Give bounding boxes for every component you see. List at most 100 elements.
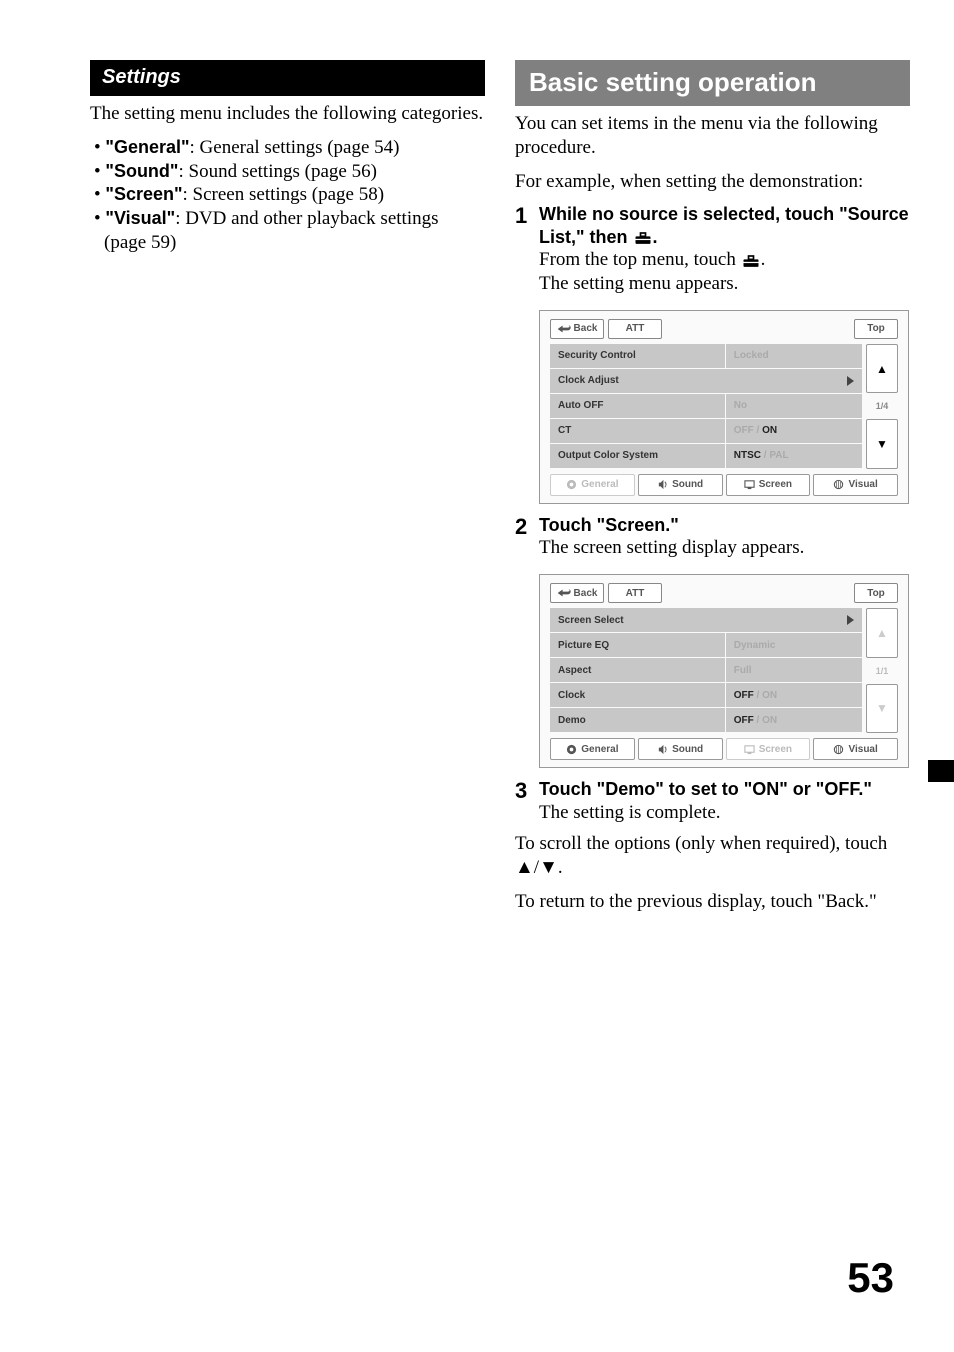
tab-screen[interactable]: Screen — [726, 738, 811, 760]
paragraph: You can set items in the menu via the fo… — [515, 112, 910, 160]
row-label: Demo — [550, 708, 725, 732]
tab-label: Screen — [759, 744, 792, 755]
value-on: ON — [762, 715, 777, 726]
value-on: ON — [762, 690, 777, 701]
step-3: 3 Touch "Demo" to set to "ON" or "OFF." … — [515, 778, 910, 824]
row-label: CT — [550, 419, 725, 443]
visual-icon — [833, 744, 844, 755]
bullet-rest: : Screen settings (page 58) — [183, 184, 385, 205]
tab-visual[interactable]: Visual — [813, 474, 898, 496]
row-value: Locked — [726, 344, 862, 368]
step-text: From the top menu, touch . — [539, 248, 910, 272]
screen-icon — [744, 744, 755, 755]
row-value: Dynamic — [726, 633, 862, 657]
row-label-text: Clock Adjust — [558, 375, 619, 386]
row-label: Picture EQ — [550, 633, 725, 657]
chevron-right-icon — [847, 615, 854, 625]
menu-row-picture-eq[interactable]: Picture EQ Dynamic — [550, 633, 862, 657]
row-value: NTSC / PAL — [726, 444, 862, 468]
arrows-text: ▲/▼ — [515, 857, 558, 878]
settings-header: Settings — [90, 60, 485, 96]
row-label: Auto OFF — [550, 394, 725, 418]
bullet-rest: : Sound settings (page 56) — [178, 161, 376, 182]
chevron-right-icon — [847, 376, 854, 386]
tab-label: General — [581, 479, 618, 490]
page-indicator: 1/1 — [866, 659, 898, 683]
att-button[interactable]: ATT — [608, 319, 662, 339]
bullet-label: "General" — [105, 137, 189, 157]
outro-paragraph: To return to the previous display, touch… — [515, 890, 910, 914]
row-value: Full — [726, 658, 862, 682]
step-number: 2 — [515, 514, 539, 540]
top-button[interactable]: Top — [854, 319, 898, 339]
settings-intro: The setting menu includes the following … — [90, 102, 485, 126]
top-button[interactable]: Top — [854, 583, 898, 603]
visual-icon — [833, 479, 844, 490]
tab-screen[interactable]: Screen — [726, 474, 811, 496]
tab-general[interactable]: General — [550, 474, 635, 496]
scroll-up-button[interactable]: ▲ — [866, 344, 898, 394]
back-button[interactable]: Back — [550, 583, 604, 603]
tab-general[interactable]: General — [550, 738, 635, 760]
toolbox-icon — [741, 254, 761, 268]
menu-row-auto-off[interactable]: Auto OFF No — [550, 394, 862, 418]
back-button[interactable]: Back — [550, 319, 604, 339]
menu-row-clock[interactable]: Clock OFF / ON — [550, 683, 862, 707]
paragraph: For example, when setting the demonstrat… — [515, 170, 910, 194]
row-label: Clock Adjust — [550, 369, 862, 393]
value-off: OFF — [734, 690, 754, 701]
step-line: From the top menu, touch — [539, 249, 741, 270]
scroll-down-button[interactable]: ▼ — [866, 419, 898, 469]
menu-row-demo[interactable]: Demo OFF / ON — [550, 708, 862, 732]
step-2: 2 Touch "Screen." The screen setting dis… — [515, 514, 910, 560]
value-b: PAL — [769, 450, 788, 461]
tab-label: Screen — [759, 479, 792, 490]
tab-label: Visual — [848, 744, 877, 755]
value-off: OFF — [734, 425, 754, 436]
menu-row-screen-select[interactable]: Screen Select — [550, 608, 862, 632]
step-text: The setting menu appears. — [539, 272, 910, 296]
gear-icon — [566, 744, 577, 755]
scroll-down-button[interactable]: ▼ — [866, 684, 898, 734]
sound-icon — [657, 479, 668, 490]
bullet-label: "Visual" — [105, 208, 175, 228]
outro-text: . — [558, 857, 563, 878]
menu-row-security[interactable]: Security Control Locked — [550, 344, 862, 368]
list-item: "General": General settings (page 54) — [90, 136, 485, 160]
row-value: OFF / ON — [726, 683, 862, 707]
list-item: "Screen": Screen settings (page 58) — [90, 183, 485, 207]
step-title-text: . — [653, 227, 658, 247]
tab-sound[interactable]: Sound — [638, 474, 723, 496]
bullet-label: "Screen" — [105, 184, 182, 204]
step-title: Touch "Screen." — [539, 514, 910, 537]
step-title: While no source is selected, touch "Sour… — [539, 203, 910, 248]
back-arrow-icon — [557, 588, 571, 598]
page-number: 53 — [847, 1254, 894, 1302]
step-text: The setting is complete. — [539, 801, 910, 825]
tab-label: Sound — [672, 744, 703, 755]
menu-row-ct[interactable]: CT OFF / ON — [550, 419, 862, 443]
screen-icon — [744, 479, 755, 490]
tab-sound[interactable]: Sound — [638, 738, 723, 760]
bullet-label: "Sound" — [105, 161, 178, 181]
menu-row-output-color[interactable]: Output Color System NTSC / PAL — [550, 444, 862, 468]
menu-row-clock-adjust[interactable]: Clock Adjust — [550, 369, 862, 393]
tab-label: Visual — [848, 479, 877, 490]
list-item: "Sound": Sound settings (page 56) — [90, 160, 485, 184]
value-off: OFF — [734, 715, 754, 726]
tab-label: Sound — [672, 479, 703, 490]
operation-header: Basic setting operation — [515, 60, 910, 106]
settings-panel-general: Back ATT Top Security Control Locked Clo… — [539, 310, 909, 504]
scroll-up-button[interactable]: ▲ — [866, 608, 898, 658]
step-text: The screen setting display appears. — [539, 536, 910, 560]
step-line: . — [761, 249, 766, 270]
att-button[interactable]: ATT — [608, 583, 662, 603]
row-label: Output Color System — [550, 444, 725, 468]
row-value: OFF / ON — [726, 419, 862, 443]
tab-visual[interactable]: Visual — [813, 738, 898, 760]
menu-row-aspect[interactable]: Aspect Full — [550, 658, 862, 682]
toolbox-icon — [633, 231, 653, 245]
row-value: No — [726, 394, 862, 418]
back-label: Back — [574, 323, 598, 334]
outro-text: To scroll the options (only when require… — [515, 833, 887, 854]
